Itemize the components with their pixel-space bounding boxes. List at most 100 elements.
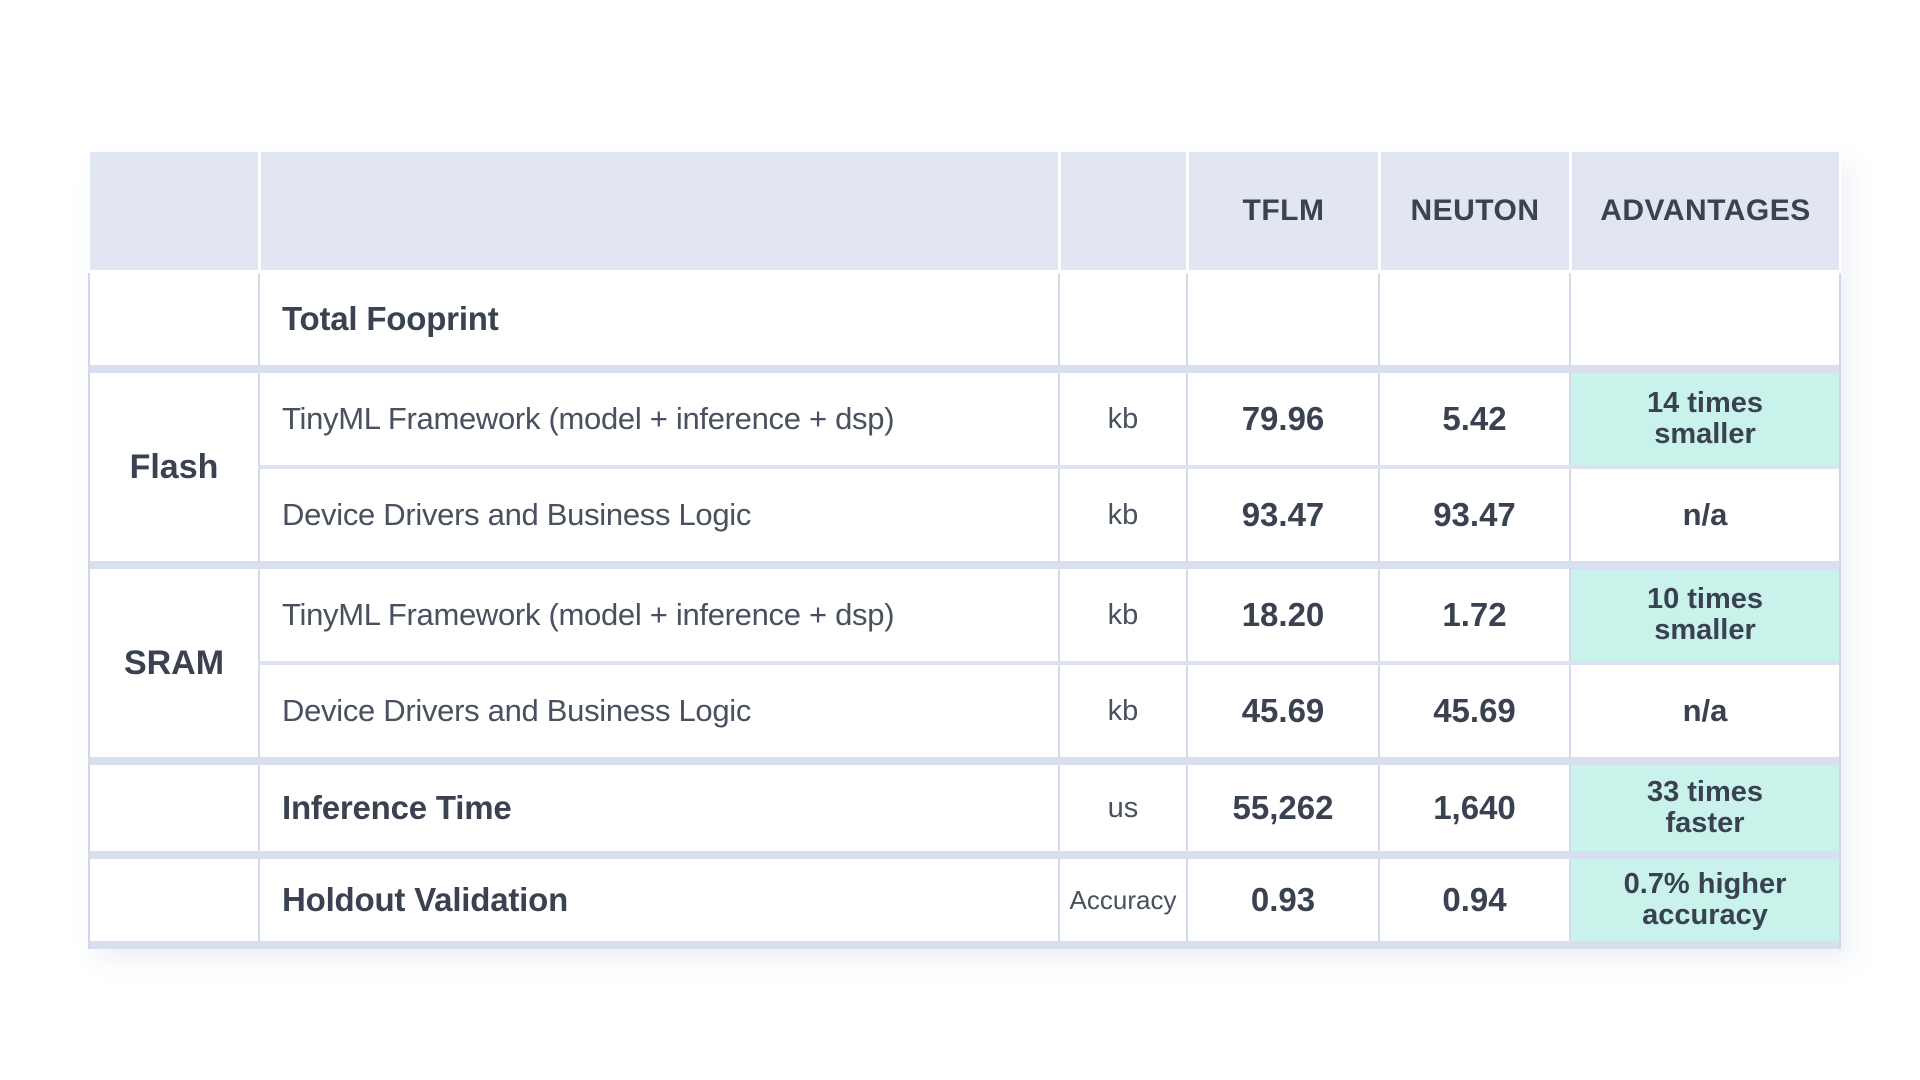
flash-drivers-unit-cell: kb — [1058, 469, 1186, 561]
sram-drivers-tflm-cell: 45.69 — [1186, 665, 1378, 757]
sram-drivers-unit: kb — [1107, 694, 1139, 727]
separator-band-bottom — [90, 941, 1839, 949]
holdout-tflm-cell: 0.93 — [1186, 859, 1378, 941]
sram-group-cell: SRAM — [90, 569, 258, 757]
flash-framework-advantage-line1: 14 times — [1646, 386, 1764, 419]
inference-advantage-line1: 33 times — [1646, 775, 1764, 808]
flash-drivers-unit: kb — [1107, 498, 1139, 531]
flash-framework-label-cell: TinyML Framework (model + inference + ds… — [258, 373, 1058, 465]
header-row: TFLM NEUTON ADVANTAGES — [88, 152, 1841, 270]
header-cell-unit-empty — [1058, 152, 1186, 270]
header-cell-neuton: NEUTON — [1378, 152, 1569, 270]
holdout-group-cell — [90, 859, 258, 941]
flash-framework-tflm-value: 79.96 — [1241, 400, 1325, 437]
holdout-neuton-cell: 0.94 — [1378, 859, 1569, 941]
holdout-advantage-cell: 0.7% higher accuracy — [1569, 859, 1839, 941]
flash-framework-advantage-line2: smaller — [1654, 418, 1756, 450]
flash-framework-unit: kb — [1107, 402, 1139, 435]
flash-group-cell: Flash — [90, 373, 258, 561]
sram-framework-neuton-cell: 1.72 — [1378, 569, 1569, 661]
row-sram-framework: TinyML Framework (model + inference + ds… — [258, 569, 1839, 661]
sram-framework-neuton-value: 1.72 — [1442, 596, 1507, 633]
sram-group-label: SRAM — [123, 643, 225, 682]
sram-drivers-unit-cell: kb — [1058, 665, 1186, 757]
comparison-table: TFLM NEUTON ADVANTAGES Total Fooprint Fl… — [88, 152, 1841, 949]
row-total-footprint: Total Fooprint — [90, 273, 1839, 365]
separator-band — [90, 365, 1839, 373]
header-body-gap — [88, 270, 1841, 273]
row-flash-framework: TinyML Framework (model + inference + ds… — [258, 373, 1839, 465]
total-footprint-title-cell: Total Fooprint — [258, 273, 1058, 365]
inference-title: Inference Time — [282, 789, 512, 826]
sram-framework-advantage-line1: 10 times — [1646, 582, 1764, 615]
inference-tflm-cell: 55,262 — [1186, 765, 1378, 851]
flash-drivers-tflm-cell: 93.47 — [1186, 469, 1378, 561]
sram-framework-advantage-line2: smaller — [1654, 614, 1756, 646]
inference-tflm-value: 55,262 — [1232, 789, 1334, 826]
inference-advantage-line2: faster — [1665, 807, 1745, 839]
flash-drivers-tflm-value: 93.47 — [1241, 496, 1325, 533]
sram-drivers-tflm-value: 45.69 — [1241, 692, 1325, 729]
holdout-advantage-line2: accuracy — [1642, 899, 1768, 931]
total-footprint-group-cell — [90, 273, 258, 365]
flash-drivers-neuton-value: 93.47 — [1433, 496, 1516, 533]
thin-separator — [258, 661, 1839, 665]
holdout-neuton-value: 0.94 — [1442, 881, 1507, 918]
flash-drivers-neuton-cell: 93.47 — [1378, 469, 1569, 561]
inference-group-cell — [90, 765, 258, 851]
sram-framework-tflm-value: 18.20 — [1241, 596, 1325, 633]
sram-drivers-neuton-value: 45.69 — [1433, 692, 1516, 729]
holdout-tflm-value: 0.93 — [1250, 881, 1316, 918]
advantages-column-label: ADVANTAGES — [1600, 193, 1811, 227]
flash-drivers-label: Device Drivers and Business Logic — [282, 497, 752, 532]
total-footprint-neuton-cell — [1378, 273, 1569, 365]
holdout-advantage-line1: 0.7% higher — [1623, 867, 1787, 900]
flash-framework-advantage-cell: 14 times smaller — [1569, 373, 1839, 465]
flash-framework-tflm-cell: 79.96 — [1186, 373, 1378, 465]
separator-band — [90, 851, 1839, 859]
row-flash-drivers: Device Drivers and Business Logic kb 93.… — [258, 469, 1839, 561]
inference-advantage-cell: 33 times faster — [1569, 765, 1839, 851]
inference-neuton-value: 1,640 — [1433, 789, 1516, 826]
inference-neuton-cell: 1,640 — [1378, 765, 1569, 851]
holdout-title: Holdout Validation — [282, 881, 569, 918]
flash-subrows: TinyML Framework (model + inference + ds… — [258, 373, 1839, 561]
row-inference-time: Inference Time us 55,262 1,640 33 times … — [90, 765, 1839, 851]
inference-unit-cell: us — [1058, 765, 1186, 851]
flash-framework-neuton-cell: 5.42 — [1378, 373, 1569, 465]
total-footprint-advantage-cell — [1569, 273, 1839, 365]
flash-drivers-label-cell: Device Drivers and Business Logic — [258, 469, 1058, 561]
group-flash: Flash TinyML Framework (model + inferenc… — [90, 373, 1839, 561]
flash-framework-neuton-value: 5.42 — [1442, 400, 1507, 437]
group-sram: SRAM TinyML Framework (model + inference… — [90, 569, 1839, 757]
sram-drivers-advantage-cell: n/a — [1569, 665, 1839, 757]
separator-band — [90, 757, 1839, 765]
sram-framework-unit-cell: kb — [1058, 569, 1186, 661]
neuton-column-label: NEUTON — [1410, 194, 1540, 227]
tflm-column-label: TFLM — [1242, 194, 1325, 227]
sram-drivers-label: Device Drivers and Business Logic — [282, 693, 752, 728]
sram-subrows: TinyML Framework (model + inference + ds… — [258, 569, 1839, 757]
sram-framework-advantage-cell: 10 times smaller — [1569, 569, 1839, 661]
row-sram-drivers: Device Drivers and Business Logic kb 45.… — [258, 665, 1839, 757]
header-cell-advantages: ADVANTAGES — [1569, 152, 1839, 270]
inference-unit: us — [1107, 791, 1139, 824]
holdout-title-cell: Holdout Validation — [258, 859, 1058, 941]
thin-separator — [258, 465, 1839, 469]
flash-drivers-advantage: n/a — [1682, 497, 1728, 533]
total-footprint-title: Total Fooprint — [282, 300, 499, 337]
separator-band — [90, 561, 1839, 569]
flash-group-label: Flash — [129, 447, 219, 486]
row-holdout-validation: Holdout Validation Accuracy 0.93 0.94 0.… — [90, 859, 1839, 941]
header-cell-description-empty — [258, 152, 1058, 270]
sram-framework-tflm-cell: 18.20 — [1186, 569, 1378, 661]
sram-framework-label: TinyML Framework (model + inference + ds… — [282, 597, 895, 632]
holdout-unit-cell: Accuracy — [1058, 859, 1186, 941]
flash-framework-label: TinyML Framework (model + inference + ds… — [282, 401, 895, 436]
total-footprint-tflm-cell — [1186, 273, 1378, 365]
flash-drivers-advantage-cell: n/a — [1569, 469, 1839, 561]
table-body: Total Fooprint Flash TinyML Framework (m… — [88, 273, 1841, 949]
flash-framework-unit-cell: kb — [1058, 373, 1186, 465]
sram-drivers-advantage: n/a — [1682, 693, 1728, 729]
header-cell-group-empty — [90, 152, 258, 270]
